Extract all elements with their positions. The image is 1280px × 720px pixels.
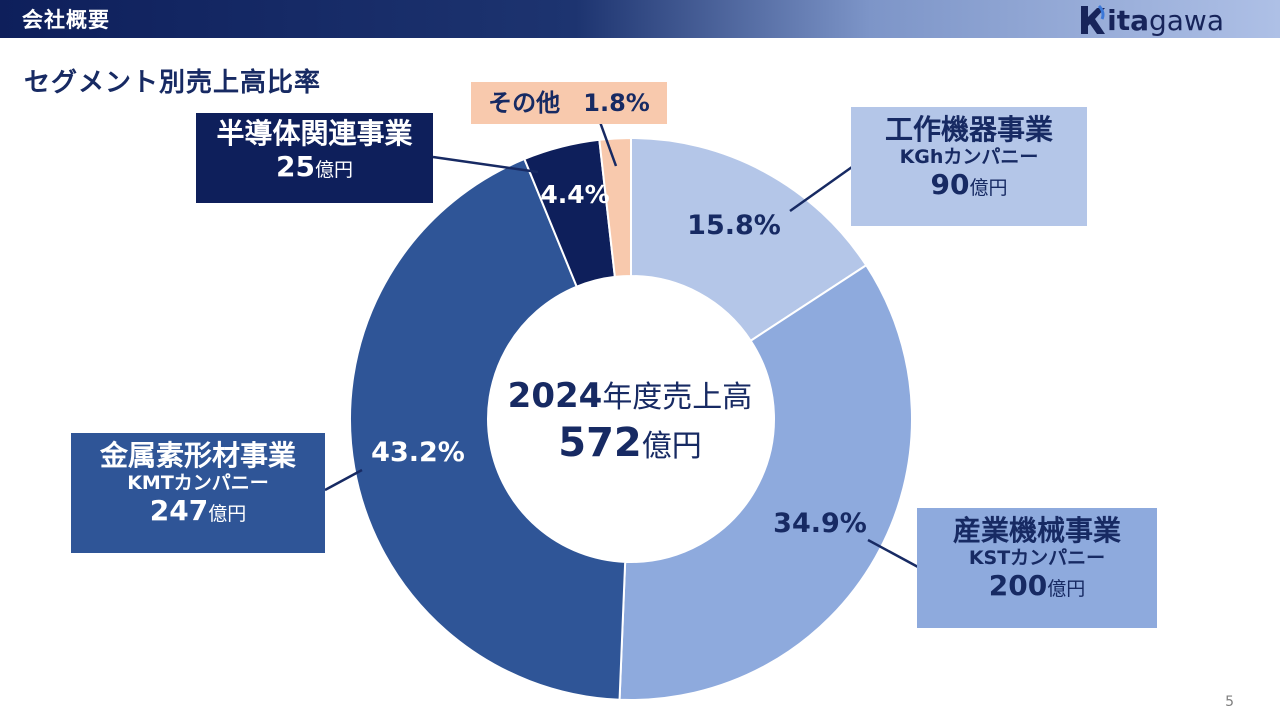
leader-line-kst (867, 538, 919, 569)
label-kst-name: 産業機械事業 (952, 514, 1121, 547)
leader-line-kgh (789, 165, 853, 213)
kitagawa-logo: itagawa (1077, 1, 1224, 39)
label-kmt-company: KMTカンパニー (127, 472, 269, 495)
logo-text-gawa: gawa (1149, 3, 1224, 37)
slice-kmt (349, 157, 627, 701)
label-other-percent: 1.8% (583, 89, 650, 117)
label-box-kgh: 工作機器事業 KGhカンパニー 90億円 (851, 107, 1087, 226)
percent-label-semi: 4.4% (540, 180, 609, 209)
percent-label-kst: 34.9% (773, 508, 867, 539)
center-unit: 億円 (641, 429, 702, 464)
center-label: 年度売上高 (602, 380, 753, 415)
label-box-semi: 半導体関連事業 25億円 (196, 113, 433, 203)
label-kmt-unit: 億円 (208, 503, 247, 526)
page-number: 5 (1225, 694, 1234, 710)
leader-line-kmt (324, 468, 363, 492)
page-title: セグメント別売上高比率 (24, 68, 322, 98)
kitagawa-logo-mark-icon (1081, 4, 1106, 34)
label-kgh-company: KGhカンパニー (899, 146, 1039, 169)
center-total: 572 (558, 420, 642, 466)
donut-center-label: 2024年度売上高 (480, 372, 780, 416)
label-semi-unit: 億円 (314, 159, 353, 182)
label-semi-name: 半導体関連事業 (216, 117, 413, 150)
label-kst-amount: 200 (988, 569, 1048, 603)
percent-label-kmt: 43.2% (371, 437, 465, 468)
label-kmt-amount: 247 (149, 494, 209, 528)
label-other-name: その他 (488, 89, 561, 117)
logo-text-ita: ita (1107, 3, 1149, 37)
label-kmt-name: 金属素形材事業 (99, 439, 296, 472)
slice-other (598, 136, 632, 279)
leader-line-semi (432, 155, 539, 174)
label-box-kst: 産業機械事業 KSTカンパニー 200億円 (917, 508, 1157, 628)
percent-label-kgh: 15.8% (687, 210, 781, 241)
header-bar: 会社概要 (0, 0, 1280, 38)
slice-kgh (630, 136, 868, 343)
label-kgh-amount-line: 90億円 (851, 168, 1087, 201)
header-title: 会社概要 (22, 8, 110, 32)
label-kgh-unit: 億円 (969, 177, 1008, 200)
slice-kst (618, 263, 913, 701)
donut-center-total: 572億円 (480, 420, 780, 466)
logo-text: itagawa (1107, 4, 1224, 37)
label-kst-amount-line: 200億円 (917, 569, 1157, 602)
label-kmt-amount-line: 247億円 (71, 494, 325, 527)
label-kst-unit: 億円 (1047, 578, 1086, 601)
label-semi-amount: 25 (276, 150, 315, 184)
leader-line-other (598, 121, 618, 167)
label-semi-amount-line: 25億円 (196, 150, 433, 183)
label-kgh-amount: 90 (930, 168, 970, 202)
center-year: 2024 (507, 376, 603, 416)
label-kgh-name: 工作機器事業 (884, 113, 1053, 146)
label-kst-company: KSTカンパニー (968, 547, 1106, 570)
label-box-other: その他 1.8% (471, 82, 667, 124)
label-box-kmt: 金属素形材事業 KMTカンパニー 247億円 (71, 433, 325, 553)
